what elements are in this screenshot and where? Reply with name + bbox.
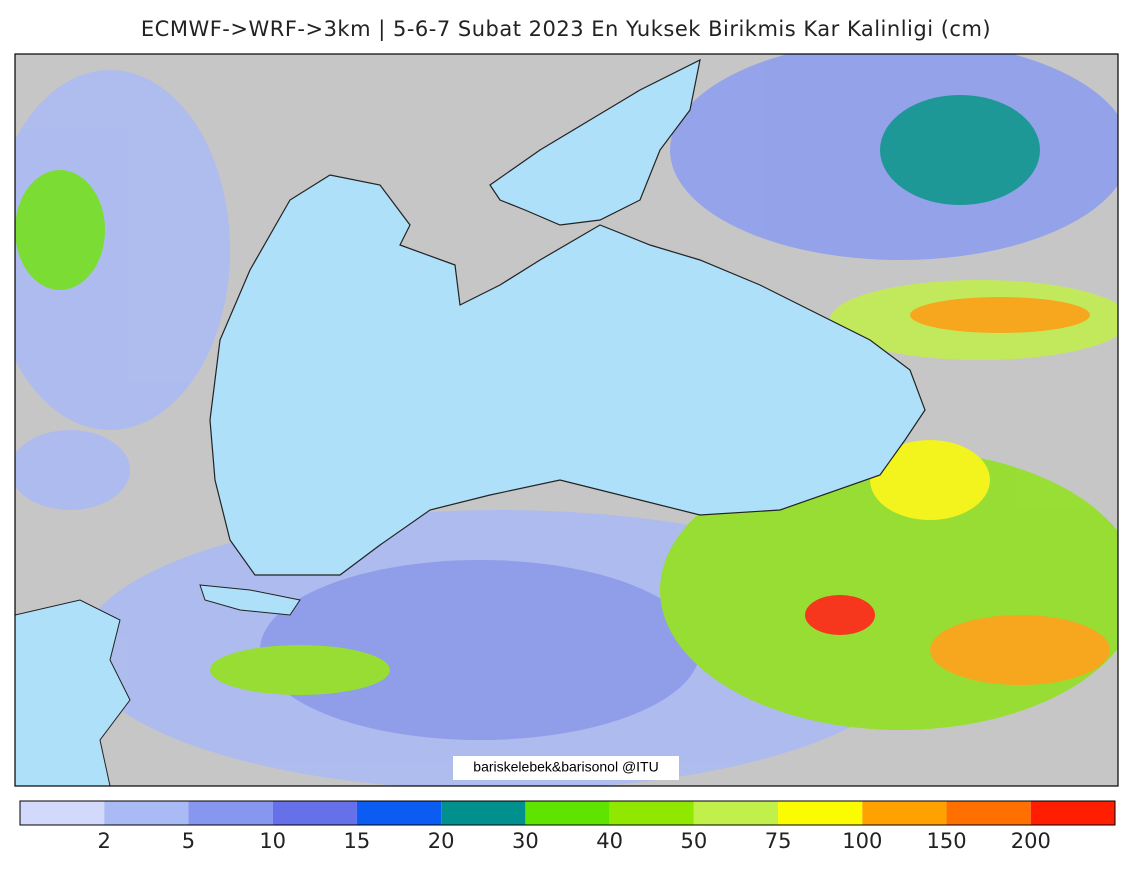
map-layers: bariskelebek&barisonol @ITU — [15, 54, 1118, 786]
sea-of-marmara — [199, 584, 301, 616]
colorbar-cell — [1030, 801, 1115, 825]
title: ECMWF->WRF->3km | 5-6-7 Subat 2023 En Yu… — [141, 17, 991, 42]
colorbar-label: 30 — [512, 829, 539, 853]
colorbar-cell — [946, 801, 1031, 825]
map-frame — [14, 53, 1119, 787]
snow-field — [870, 440, 990, 520]
snow-field — [15, 170, 105, 290]
snow-field — [930, 615, 1110, 685]
colorbar-label: 50 — [680, 829, 707, 853]
colorbar-label: 100 — [842, 829, 882, 853]
snow-field — [910, 297, 1090, 333]
snow-field — [880, 95, 1040, 205]
colorbar-cell — [862, 801, 947, 825]
snow-field — [15, 430, 130, 510]
colorbar-label: 150 — [926, 829, 966, 853]
sea-of-azov — [489, 58, 701, 226]
colorbar-label: 15 — [344, 829, 371, 853]
credit-box — [453, 756, 679, 780]
snow-field — [260, 560, 700, 740]
colorbar-cell — [356, 801, 442, 825]
aegean-sea — [15, 599, 131, 786]
colorbar-cell — [609, 801, 694, 825]
colorbar-label: 10 — [259, 829, 286, 853]
colorbar-label: 200 — [1011, 829, 1051, 853]
colorbar-cell — [778, 801, 863, 825]
black-sea — [209, 174, 926, 576]
colorbar-cell — [20, 801, 105, 825]
colorbar-cell — [104, 801, 189, 825]
map-area: bariskelebek&barisonol @ITU — [14, 53, 1119, 787]
colorbar-cell — [272, 801, 357, 825]
credit: bariskelebek&barisonol @ITU — [473, 759, 658, 775]
colorbar-label: 2 — [98, 829, 111, 853]
snow-field — [210, 645, 390, 695]
snow-field — [805, 595, 875, 635]
snow-fields — [15, 54, 1118, 786]
colorbar-label: 40 — [596, 829, 623, 853]
colorbar-cell — [693, 801, 779, 825]
colorbar-frame — [19, 800, 1116, 826]
colorbar-label: 20 — [428, 829, 455, 853]
colorbar-label: 75 — [765, 829, 792, 853]
colorbar-cell — [188, 801, 273, 825]
colorbar-cell — [525, 801, 610, 825]
colorbar-label: 5 — [182, 829, 195, 853]
colorbar-cell — [441, 801, 526, 825]
snow-field — [15, 70, 230, 430]
colorbar: 2 5 10 15 20 30 40 50 75 100 150 200 — [19, 800, 1116, 853]
